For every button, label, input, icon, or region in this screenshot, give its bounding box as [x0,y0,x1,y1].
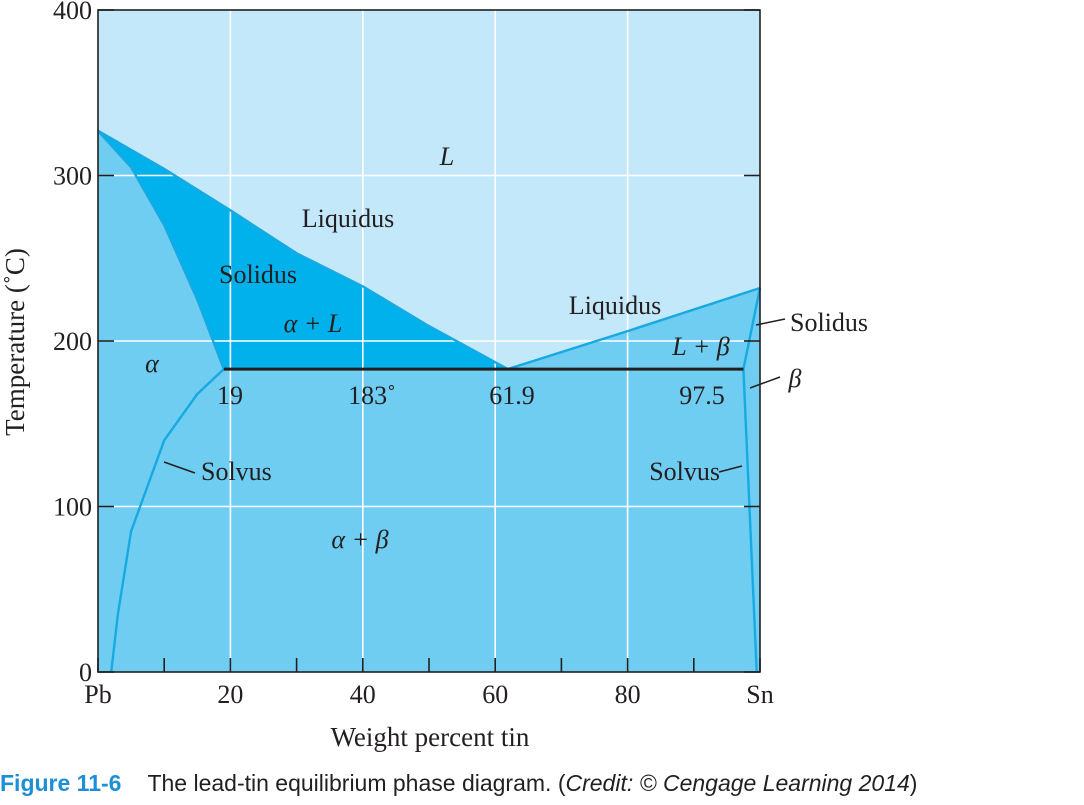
region-label-beta: β [788,364,802,393]
liquidus-right-line [507,286,761,371]
y-tick-label: 0 [79,658,92,687]
plot-area [97,9,762,673]
region-label-alpha: α [145,349,160,378]
caption-close: ) [909,770,918,796]
label-leader-line [755,318,786,326]
label-eutectic-temperature: 183˚ [348,381,396,410]
x-tick-label: 20 [217,680,243,709]
label-composition-19: 19 [217,381,243,410]
region-label-liquid-plus-beta: L + β [671,332,730,361]
solidus-right-line [742,287,762,370]
figure-caption: Figure 11-6 The lead-tin equilibrium phas… [0,770,1084,805]
solvus-left-line [110,368,225,673]
label-liquidus-right: Liquidus [569,291,661,320]
caption-text: The lead-tin equilibrium phase diagram. … [147,770,566,796]
liquidus-left-line [97,129,509,371]
label-solvus-left: Solvus [201,457,272,486]
x-tick-label: 80 [615,680,641,709]
chart-labels: Weight percent tin Temperature (˚C) L α … [0,0,868,752]
solvus-right-line [742,369,758,673]
label-leader-line [718,465,743,473]
figure-number: Figure 11-6 [0,770,122,796]
label-leader-line [163,461,196,474]
label-composition-61-9: 61.9 [489,381,535,410]
caption-credit: Credit: © Cengage Learning 2014 [565,770,910,796]
x-tick-label: Sn [746,680,773,709]
label-liquidus-left: Liquidus [302,204,394,233]
y-axis-title: Temperature (˚C) [0,248,30,436]
label-leader-line [749,376,781,389]
y-tick-label: 100 [53,493,92,522]
x-tick-label: 60 [482,680,508,709]
region-label-alpha-plus-liquid: α + L [284,309,343,338]
label-solidus-left: Solidus [219,260,297,289]
y-tick-label: 400 [53,0,92,25]
label-composition-97-5: 97.5 [679,381,725,410]
label-solidus-right: Solidus [790,308,868,337]
x-tick-label: Pb [84,680,111,709]
y-tick-label: 300 [53,162,92,191]
x-tick-label: 40 [350,680,376,709]
x-axis-title: Weight percent tin [331,722,530,752]
y-tick-label: 200 [53,327,92,356]
solidus-left-line [97,129,225,370]
region-label-alpha-plus-beta: α + β [331,525,388,554]
label-solvus-right: Solvus [649,457,720,486]
region-label-liquid: L [439,142,454,171]
